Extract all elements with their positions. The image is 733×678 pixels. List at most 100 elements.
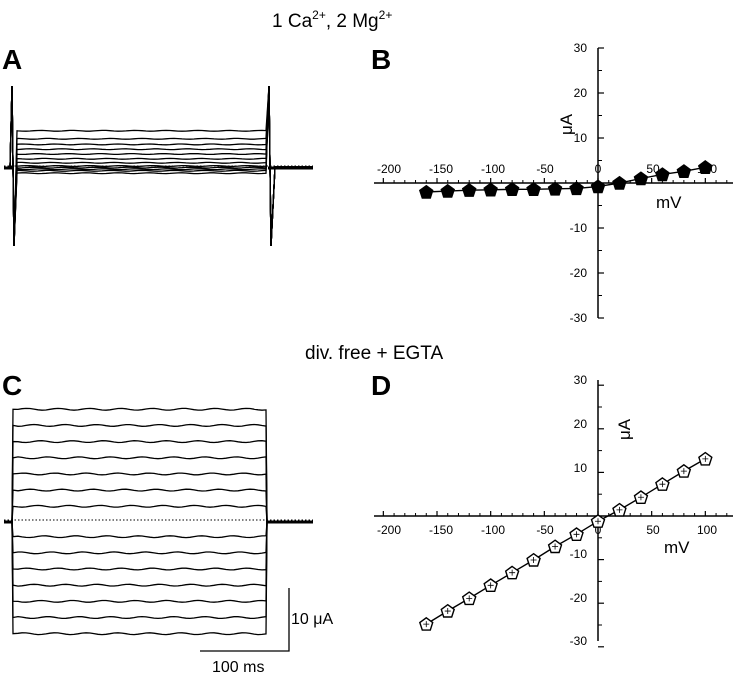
panel-c-traces [4, 407, 313, 636]
current-trace [4, 504, 313, 523]
data-point [612, 175, 627, 190]
panel-d-x-axis-label: mV [664, 538, 690, 557]
current-trace [4, 521, 313, 587]
panel-label-d: D [371, 370, 391, 401]
data-point-cross [659, 481, 666, 488]
data-point [547, 181, 563, 196]
x-tick-label: -50 [536, 523, 554, 537]
panel-d-y-tick-labels: 30 20 10 -10 -20 -30 [570, 373, 588, 648]
panel-d-ticks [382, 384, 728, 648]
current-trace [4, 85, 313, 247]
y-tick-label: 20 [574, 86, 588, 100]
current-trace [4, 85, 313, 247]
current-trace [4, 440, 313, 523]
current-trace [4, 85, 313, 247]
y-tick-label: -20 [570, 266, 588, 280]
current-trace [4, 85, 313, 247]
data-point-cross [466, 595, 473, 602]
current-trace [4, 521, 313, 555]
y-tick-label: -10 [570, 547, 588, 561]
current-trace [4, 85, 313, 247]
data-point [676, 164, 692, 179]
y-tick-label: 20 [574, 417, 588, 431]
scale-bar-lines [200, 588, 290, 652]
current-trace [4, 85, 313, 247]
current-trace [4, 521, 313, 636]
y-tick-label: 10 [574, 131, 588, 145]
current-trace [4, 521, 313, 603]
current-trace [4, 85, 313, 247]
x-tick-label: -150 [429, 523, 453, 537]
current-trace [4, 407, 313, 523]
current-trace [4, 521, 313, 571]
x-tick-label: 100 [697, 523, 717, 537]
x-tick-label: 0 [595, 523, 602, 537]
data-point [569, 181, 584, 196]
data-point [698, 160, 713, 175]
data-point-cross [573, 531, 580, 538]
data-point-cross [680, 468, 687, 475]
data-point-cross [552, 543, 559, 550]
condition-title-bottom: div. free + EGTA [305, 343, 443, 364]
data-point [440, 183, 456, 198]
panel-label-a: A [2, 44, 22, 75]
data-point-cross [595, 518, 601, 525]
y-tick-label: 30 [574, 373, 588, 387]
panel-b-iv-plot: -200 -150 -100 -50 0 50 100 30 20 10 -10… [374, 41, 733, 325]
current-trace [4, 85, 313, 247]
data-point-cross [530, 557, 537, 564]
x-tick-label: -150 [429, 162, 453, 176]
scale-bar-current-label: 10 μA [291, 611, 333, 628]
current-trace [4, 456, 313, 523]
x-tick-label: -200 [377, 523, 401, 537]
condition-title-top: 1 Ca2+, 2 Mg2+ [272, 8, 392, 32]
panel-b-x-axis-label: mV [656, 193, 682, 212]
current-trace [4, 85, 313, 247]
data-point-cross [509, 569, 516, 576]
x-tick-label: 0 [595, 162, 602, 176]
panel-b-y-tick-labels: 30 20 10 -10 -20 -30 [570, 41, 588, 325]
x-tick-label: -100 [481, 162, 505, 176]
data-point-cross [702, 455, 709, 462]
current-trace [4, 521, 313, 539]
data-point-cross [444, 608, 451, 615]
data-point-cross [487, 582, 494, 589]
panel-label-b: B [371, 44, 391, 75]
x-tick-label: -50 [536, 162, 554, 176]
panel-d-iv-plot: -200 -150 -100 -50 0 50 100 30 20 10 -10… [374, 373, 733, 648]
scale-bar-time-label: 100 ms [212, 659, 264, 676]
data-point-cross [637, 494, 644, 501]
data-point [504, 182, 520, 197]
panel-d-data [418, 451, 713, 631]
panel-d-axes [374, 380, 733, 648]
y-tick-label: -20 [570, 591, 588, 605]
x-tick-label: -100 [481, 523, 505, 537]
panel-d-y-axis-label: μA [615, 418, 634, 440]
panel-d-x-tick-labels: -200 -150 -100 -50 0 50 100 [377, 523, 717, 537]
x-tick-label: 50 [646, 523, 660, 537]
data-point [461, 183, 477, 197]
current-trace [4, 521, 313, 620]
y-tick-label: -10 [570, 221, 588, 235]
data-point [483, 182, 498, 197]
current-trace [4, 423, 313, 523]
y-tick-label: -30 [570, 311, 588, 325]
data-point-cross [423, 621, 430, 628]
current-trace [4, 85, 313, 247]
scale-bar: 10 μA 100 ms [200, 588, 333, 676]
current-trace [4, 488, 313, 523]
data-point [526, 182, 541, 197]
y-tick-label: -30 [570, 634, 588, 648]
y-tick-label: 30 [574, 41, 588, 55]
data-point [418, 184, 434, 199]
data-point-cross [616, 506, 623, 513]
current-trace [4, 472, 313, 523]
y-tick-label: 10 [574, 461, 588, 475]
x-tick-label: -200 [377, 162, 401, 176]
panel-a-traces [4, 85, 313, 247]
data-point [633, 171, 649, 186]
panel-label-c: C [2, 370, 22, 401]
panel-b-y-axis-label: μA [557, 113, 576, 135]
current-trace [4, 85, 313, 247]
